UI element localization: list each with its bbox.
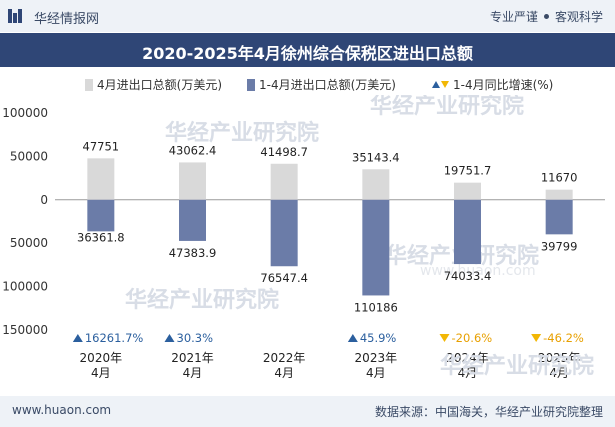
x-tick-label: 2025年 bbox=[538, 351, 581, 365]
data-label-total: 19751.7 bbox=[444, 164, 492, 178]
x-tick-label: 4月 bbox=[458, 366, 478, 380]
y-tick-label: 100000 bbox=[2, 280, 48, 294]
data-label-cumulative: 74033.4 bbox=[444, 269, 492, 283]
growth-up-triangle-icon bbox=[72, 334, 83, 342]
chart-canvas: 华经产业研究院 华经产业研究院 华经产业研究院 华经产业研究院 www.huao… bbox=[2, 95, 605, 380]
legend-triangle-down-icon bbox=[441, 81, 449, 88]
x-tick-label: 4月 bbox=[549, 366, 569, 380]
bars: 47751 36361.8 16261.7% 43062.4 47383.9 30.3% 4… bbox=[72, 139, 584, 345]
watermark-text: 华经产业研究院 bbox=[370, 95, 524, 119]
legend-triangle-up-icon bbox=[432, 81, 440, 88]
bar-total bbox=[179, 162, 206, 200]
y-tick-label: 50000 bbox=[10, 236, 48, 250]
logo-icon bbox=[8, 9, 22, 23]
data-label-cumulative: 76547.4 bbox=[260, 271, 308, 285]
x-tick-label: 2023年 bbox=[355, 351, 398, 365]
data-label-total: 11670 bbox=[541, 171, 578, 185]
data-label-total: 35143.4 bbox=[352, 150, 400, 164]
slogan-2: 客观科学 bbox=[554, 10, 603, 24]
x-tick-label: 4月 bbox=[183, 366, 203, 380]
y-tick-label: 100000 bbox=[2, 106, 48, 120]
footer-source: 数据来源：中国海关，华经产业研究院整理 bbox=[374, 405, 603, 419]
x-tick-label: 2024年 bbox=[446, 351, 489, 365]
data-label-cumulative: 39799 bbox=[541, 239, 578, 253]
bar-cumulative bbox=[87, 199, 115, 232]
bar-total bbox=[87, 158, 115, 200]
bar-total bbox=[362, 169, 390, 200]
growth-label: 16261.7% bbox=[85, 331, 144, 345]
legend: 4月进出口总额(万美元) 1-4月进出口总额(万美元) 1-4月同比增速(%) bbox=[0, 76, 615, 94]
legend-item-growth: 1-4月同比增速(%) bbox=[432, 76, 553, 93]
watermark-url: www.huaon.com bbox=[420, 263, 536, 279]
x-axis: 2020年4月2021年4月2022年4月2023年4月2024年4月2025年… bbox=[80, 351, 581, 380]
bar-cumulative bbox=[362, 199, 390, 296]
data-label-cumulative: 47383.9 bbox=[169, 246, 217, 260]
growth-up-triangle-icon bbox=[347, 334, 358, 342]
x-tick-label: 2022年 bbox=[263, 351, 306, 365]
growth-down-triangle-icon bbox=[531, 334, 542, 342]
x-tick-label: 2021年 bbox=[171, 351, 214, 365]
legend-label-total: 4月进出口总额(万美元) bbox=[97, 78, 222, 92]
y-tick-label: 50000 bbox=[10, 149, 48, 163]
top-bar: 华经情报网 专业严谨 客观科学 bbox=[0, 0, 615, 32]
bar-cumulative bbox=[454, 199, 481, 265]
growth-up-triangle-icon bbox=[164, 334, 175, 342]
growth-label: 30.3% bbox=[177, 331, 214, 345]
footer: www.huaon.com 数据来源：中国海关，华经产业研究院整理 bbox=[0, 396, 615, 427]
x-tick-label: 4月 bbox=[91, 366, 111, 380]
x-tick-label: 2020年 bbox=[80, 351, 123, 365]
data-label-total: 47751 bbox=[83, 139, 120, 153]
bar-cumulative bbox=[179, 199, 206, 241]
y-tick-label: 0 bbox=[40, 193, 48, 207]
legend-label-cumulative: 1-4月进出口总额(万美元) bbox=[259, 78, 396, 92]
legend-item-cumulative: 1-4月进出口总额(万美元) bbox=[247, 76, 396, 93]
data-label-total: 41498.7 bbox=[260, 145, 308, 159]
footer-url: www.huaon.com bbox=[12, 403, 112, 417]
data-label-cumulative: 36361.8 bbox=[77, 230, 125, 244]
legend-label-growth: 1-4月同比增速(%) bbox=[453, 78, 554, 92]
title-bar: 2020-2025年4月徐州综合保税区进出口总额 bbox=[0, 33, 615, 67]
data-label-total: 43062.4 bbox=[169, 143, 217, 157]
growth-down-triangle-icon bbox=[439, 334, 450, 342]
chart-title: 2020-2025年4月徐州综合保税区进出口总额 bbox=[142, 44, 473, 63]
growth-label: 45.9% bbox=[360, 331, 397, 345]
bar-cumulative bbox=[270, 199, 298, 267]
y-tick-label: 150000 bbox=[2, 323, 48, 337]
watermark-text: 华经产业研究院 bbox=[440, 353, 594, 379]
watermark-text: 华经产业研究院 bbox=[165, 120, 319, 146]
slogan: 专业严谨 客观科学 bbox=[490, 8, 603, 25]
x-tick-label: 4月 bbox=[366, 366, 386, 380]
watermark-text: 华经产业研究院 bbox=[125, 287, 279, 313]
legend-item-total: 4月进出口总额(万美元) bbox=[85, 76, 222, 93]
legend-swatch-total bbox=[85, 79, 93, 91]
slogan-1: 专业严谨 bbox=[489, 10, 538, 24]
x-tick-label: 4月 bbox=[274, 366, 294, 380]
dot-separator bbox=[543, 14, 549, 19]
growth-label: -46.2% bbox=[543, 331, 584, 345]
data-label-cumulative: 110186 bbox=[354, 300, 398, 314]
bar-total bbox=[454, 182, 481, 200]
bar-cumulative bbox=[545, 199, 573, 235]
growth-label: -20.6% bbox=[452, 331, 493, 345]
site-name: 华经情报网 bbox=[34, 12, 100, 27]
y-axis: 100000 50000 0 50000 100000 150000 bbox=[2, 106, 48, 337]
legend-swatch-cumulative bbox=[247, 79, 255, 91]
bar-total bbox=[545, 189, 573, 200]
bar-total bbox=[270, 163, 298, 200]
